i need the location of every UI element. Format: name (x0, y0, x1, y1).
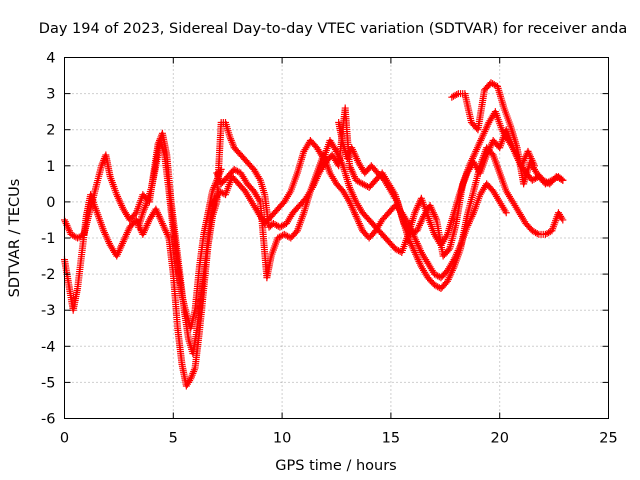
data-layer (61, 79, 567, 390)
y-tick-label: 0 (46, 195, 55, 211)
y-tick-label: -6 (41, 412, 55, 428)
y-tick-label: 2 (46, 123, 55, 139)
x-axis-label: GPS time / hours (275, 458, 396, 474)
series-track-e (134, 137, 225, 332)
y-tick-label: 4 (46, 51, 55, 67)
data-point (444, 246, 452, 254)
chart-title: Day 194 of 2023, Sidereal Day-to-day VTE… (39, 21, 627, 37)
data-point (557, 175, 565, 183)
y-tick-label: -1 (41, 231, 55, 247)
y-tick-label: 3 (46, 87, 55, 103)
data-point (279, 221, 287, 229)
data-point (273, 221, 281, 229)
data-point (490, 81, 498, 89)
data-point (502, 209, 510, 217)
grid (64, 57, 609, 419)
data-point (533, 229, 541, 237)
x-tick-label: 0 (60, 431, 69, 447)
data-point (559, 216, 567, 224)
y-tick-label: -3 (41, 303, 55, 319)
data-point (545, 229, 553, 237)
y-tick-label: -5 (41, 375, 55, 391)
x-tick-label: 5 (169, 431, 178, 447)
series-track-f (335, 108, 539, 260)
x-tick-label: 15 (382, 431, 400, 447)
data-point (532, 229, 540, 237)
y-axis-tick-labels: -6 -5 -4 -3 -2 -1 0 1 2 3 4 (41, 51, 55, 428)
x-axis-tick-labels: 0 5 10 15 20 25 (60, 431, 618, 447)
x-tick-label: 20 (490, 431, 508, 447)
data-point (453, 91, 461, 99)
y-tick-label: -2 (41, 267, 55, 283)
data-point (531, 162, 539, 170)
series-track-a (61, 126, 567, 358)
x-tick-label: 10 (273, 431, 291, 447)
data-point (233, 167, 241, 175)
series-track-c (213, 151, 510, 282)
data-point (559, 176, 567, 184)
y-tick-label: -4 (41, 339, 55, 355)
data-point (70, 232, 78, 240)
x-tick-label: 25 (599, 431, 617, 447)
y-tick-label: 1 (46, 159, 55, 175)
data-point (277, 232, 285, 240)
y-axis-label: SDTVAR / TECUs (7, 179, 23, 298)
data-point (451, 91, 459, 99)
data-point (217, 165, 225, 173)
ticks (64, 57, 609, 419)
